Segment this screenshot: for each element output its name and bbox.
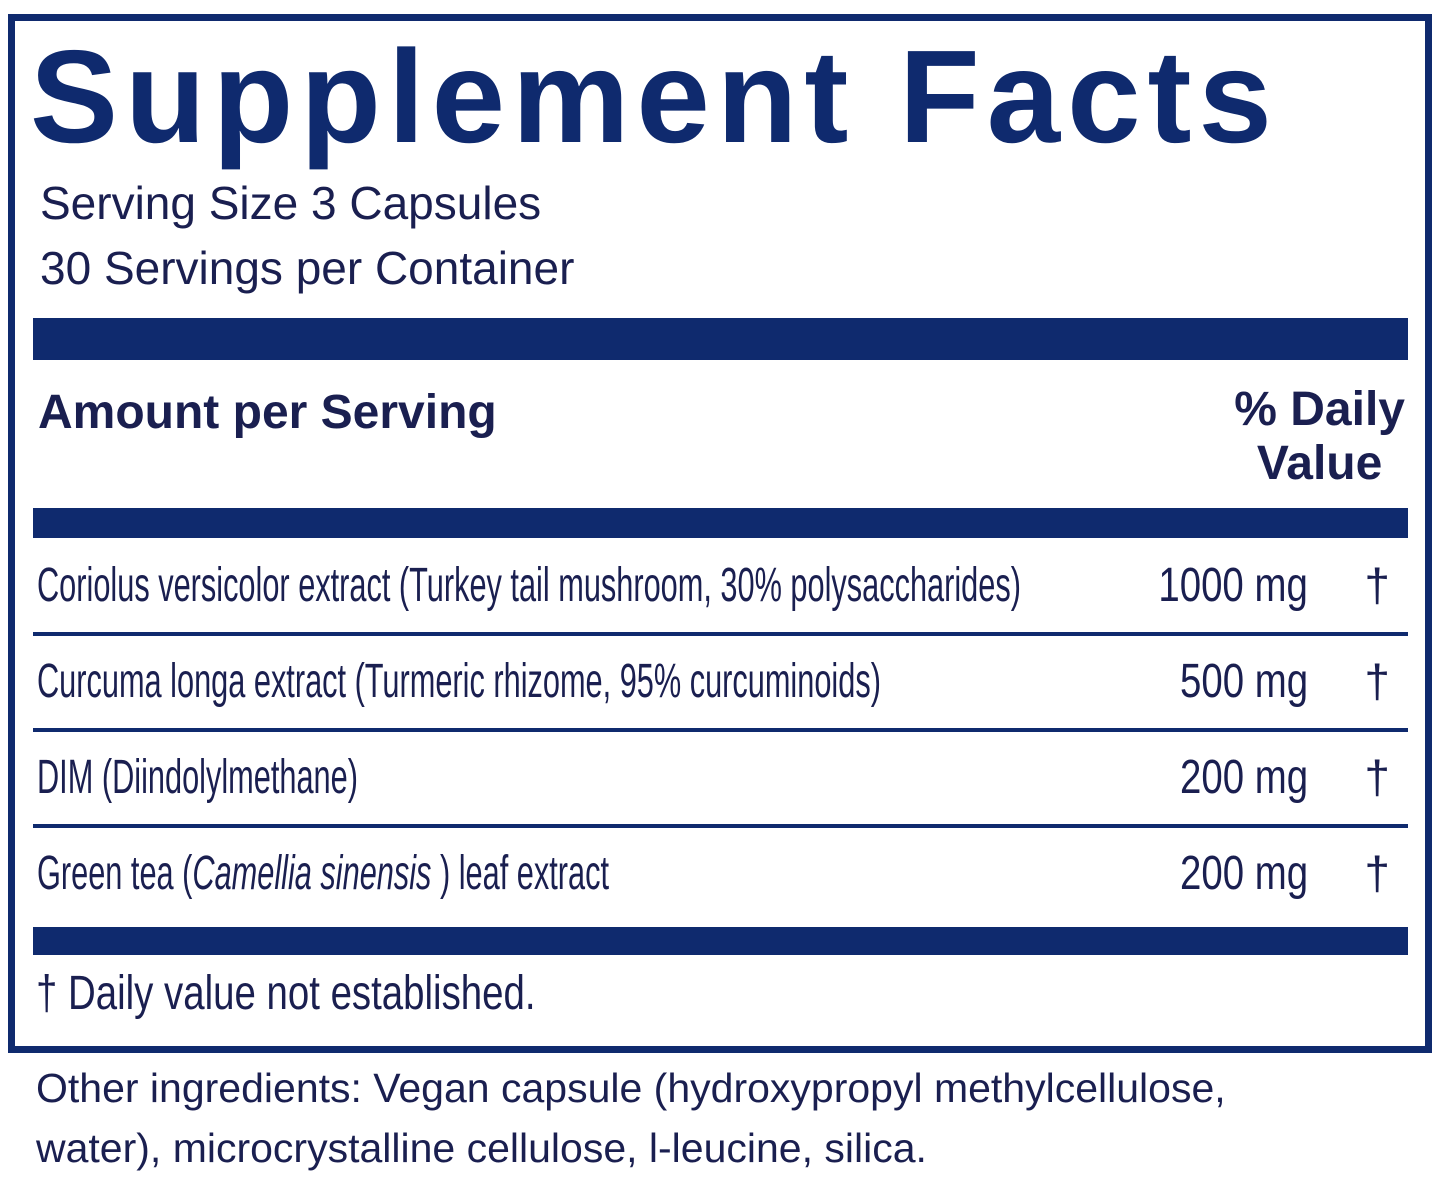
dv-line1: % Daily (1234, 383, 1405, 436)
ingredient-row: Coriolus versicolor extract (Turkey tail… (33, 540, 1408, 632)
serving-size: Serving Size 3 Capsules (40, 177, 542, 229)
dv-line2: Value (1256, 437, 1383, 490)
ingredient-amount: 200 mg (1179, 847, 1308, 900)
row-divider (33, 728, 1408, 732)
ingredient-name: Coriolus versicolor extract (Turkey tail… (37, 559, 1021, 612)
ingredient-amount: 500 mg (1179, 655, 1308, 708)
amount-per-serving-label: Amount per Serving (38, 386, 497, 439)
ingredient-row: Curcuma longa extract (Turmeric rhizome,… (33, 636, 1408, 728)
row-divider (33, 632, 1408, 636)
supplement-facts-panel (8, 14, 1432, 1053)
dagger-mark: † (1364, 751, 1390, 803)
ingredient-row: Green tea (Camellia sinensis ) leaf extr… (33, 828, 1408, 920)
ingredient-amount: 200 mg (1179, 751, 1308, 804)
ingredient-row: DIM (Diindolylmethane) 200 mg † (33, 732, 1408, 824)
panel-title: Supplement Facts (30, 23, 1279, 170)
servings-per-container: 30 Servings per Container (40, 242, 575, 294)
thick-divider (33, 318, 1408, 360)
other-ingredients: Other ingredients: Vegan capsule (hydrox… (36, 1065, 1226, 1171)
bottom-divider (33, 927, 1408, 955)
footnote: † Daily value not established. (36, 967, 536, 1020)
ingredient-name: Curcuma longa extract (Turmeric rhizome,… (37, 655, 881, 708)
ingredient-name: DIM (Diindolylmethane) (37, 751, 358, 804)
daily-value-header: % Daily Value (1234, 383, 1405, 491)
dagger-mark: † (1364, 847, 1390, 899)
ingredient-name: Green tea (Camellia sinensis ) leaf extr… (37, 847, 609, 900)
ingredient-amount: 1000 mg (1158, 559, 1308, 612)
dagger-mark: † (1364, 559, 1390, 611)
row-divider (33, 824, 1408, 828)
header-divider (33, 508, 1408, 538)
dagger-mark: † (1364, 655, 1390, 707)
